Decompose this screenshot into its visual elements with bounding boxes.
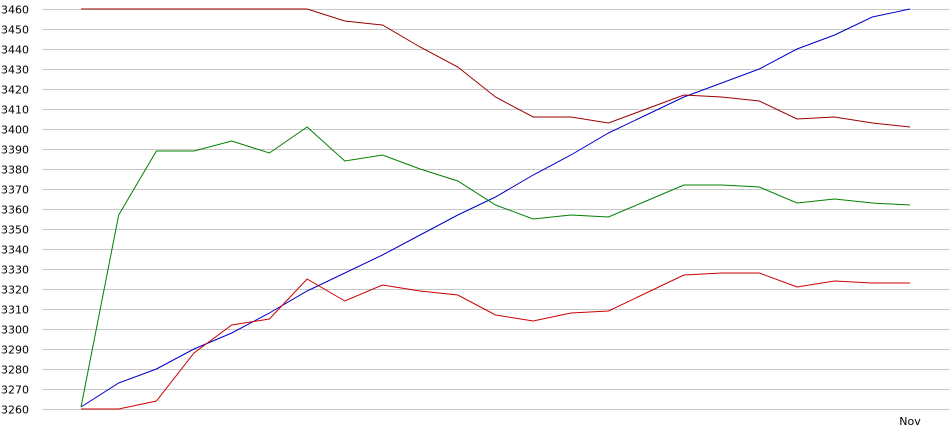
y-tick-label: 3390	[1, 144, 29, 157]
y-tick-label: 3280	[1, 364, 29, 377]
y-tick-label: 3270	[1, 384, 29, 397]
series-line-4	[81, 272, 910, 410]
y-tick-label: 3410	[1, 104, 29, 117]
y-tick-label: 3420	[1, 84, 29, 97]
y-axis-ticks: 3260 3270 3280 3290 3300 3310 3320 3330 3340 3350…	[1, 4, 29, 417]
y-tick-label: 3400	[1, 124, 29, 137]
y-tick-label: 3440	[1, 44, 29, 57]
y-tick-label: 3430	[1, 64, 29, 77]
x-axis-ticks: Nov	[899, 415, 921, 428]
series-line-3	[80, 126, 911, 408]
y-tick-label: 3450	[1, 24, 29, 37]
y-tick-label: 3360	[1, 204, 29, 217]
y-tick-label: 3260	[1, 404, 29, 417]
x-tick-label: Nov	[899, 415, 921, 428]
y-tick-label: 3300	[1, 324, 29, 337]
series-line-1	[80, 8, 911, 408]
y-tick-label: 3340	[1, 244, 29, 257]
y-tick-label: 3460	[1, 4, 29, 17]
series-lines	[80, 8, 911, 410]
y-tick-label: 3350	[1, 224, 29, 237]
y-tick-label: 3380	[1, 164, 29, 177]
y-tick-label: 3310	[1, 304, 29, 317]
y-tick-label: 3290	[1, 344, 29, 357]
y-tick-label: 3320	[1, 284, 29, 297]
series-line-2	[81, 8, 911, 128]
y-tick-label: 3370	[1, 184, 29, 197]
y-tick-label: 3330	[1, 264, 29, 277]
gridlines	[42, 9, 950, 410]
